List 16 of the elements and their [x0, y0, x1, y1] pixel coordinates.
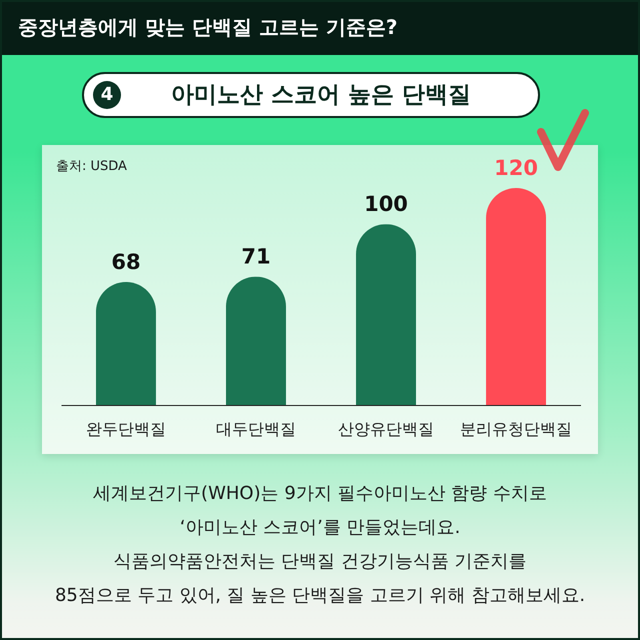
- bar: [96, 282, 156, 405]
- source-note: 출처: USDA: [56, 158, 127, 175]
- data-label: 68: [111, 250, 141, 274]
- data-label: 120: [494, 156, 538, 180]
- data-label: 100: [364, 192, 408, 216]
- text: 4 아미노산 스코어 높은 단백질: [100, 82, 472, 108]
- x-tick-label: 완두단백질: [86, 420, 166, 438]
- bar: [486, 188, 546, 405]
- bar: [356, 224, 416, 405]
- data-label: 71: [241, 244, 271, 269]
- x-tick-label: 대두단백질: [216, 420, 296, 438]
- chart-title: 중장년층에게 맞는 단백질 고르는 기준은?: [18, 14, 398, 41]
- bar: [226, 276, 286, 405]
- x-tick-label: 분리유청단백질: [460, 420, 572, 438]
- text: 세계보건기구(WHO)는 9가지 필수아미노산 함량 수치로 ‘아미노산 스코어’를 만들었는데요. 식품의약품안전처는 단백질 건강기능식품 기준치를 85점으로 두고 있어, 질 높은 단백질을 고르기 위해 참고해보세요.: [54, 482, 586, 608]
- x-tick-label: 산양유단백질: [338, 420, 434, 438]
